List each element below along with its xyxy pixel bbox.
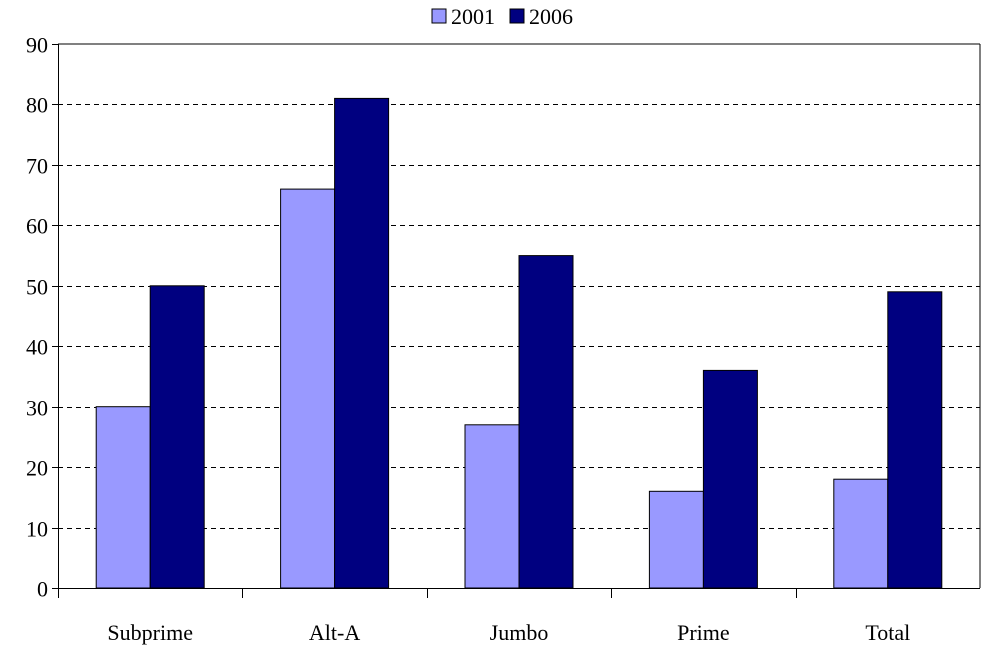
bar-2006-prime (702, 369, 758, 589)
bar-2001-prime (648, 490, 704, 589)
bar-2006-subprime (149, 285, 205, 589)
x-category-label: Prime (677, 620, 730, 645)
bar-2001-total (833, 478, 889, 589)
y-tick-label: 90 (26, 33, 48, 58)
x-category-label: Total (865, 620, 910, 645)
y-tick-label: 0 (37, 577, 48, 602)
y-tick-label: 60 (26, 214, 48, 239)
x-category-label: Alt-A (309, 620, 360, 645)
x-category-label: Jumbo (490, 620, 549, 645)
bar-2006-alt-a (334, 97, 390, 589)
y-tick-label: 40 (26, 335, 48, 360)
bar-2006-total (887, 291, 943, 589)
bar-2001-jumbo (464, 424, 520, 589)
y-tick-label: 10 (26, 517, 48, 542)
x-category-label: Subprime (107, 620, 193, 645)
legend-label-2006: 2006 (529, 4, 573, 29)
y-tick-label: 30 (26, 396, 48, 421)
legend: 2001 2006 (431, 4, 573, 29)
y-tick-label: 80 (26, 93, 48, 118)
legend-label-2001: 2001 (451, 4, 495, 29)
bar-2001-subprime (95, 406, 151, 589)
y-tick-label: 20 (26, 456, 48, 481)
bar-2006-jumbo (518, 255, 574, 589)
axes (52, 43, 981, 598)
x-axis-labels: Subprime Alt-A Jumbo Prime Total (107, 620, 910, 645)
bar-2001-alt-a (280, 188, 336, 589)
y-tick-label: 50 (26, 275, 48, 300)
y-tick-label: 70 (26, 154, 48, 179)
legend-swatch-2006 (509, 8, 525, 24)
legend-swatch-2001 (431, 8, 447, 24)
y-axis-ticks: 0 10 20 30 40 50 60 70 80 90 (26, 33, 48, 602)
bars (95, 97, 943, 589)
